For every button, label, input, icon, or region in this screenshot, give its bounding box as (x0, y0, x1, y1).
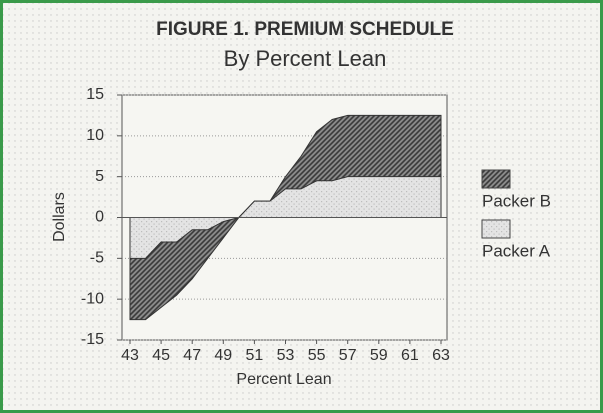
x-tick-label: 51 (246, 347, 264, 364)
x-tick-label: 63 (432, 347, 450, 364)
chart-subtitle: By Percent Lean (224, 46, 387, 71)
y-tick-label: 15 (86, 86, 104, 103)
x-tick-label: 61 (401, 347, 419, 364)
x-tick-label: 43 (121, 347, 139, 364)
chart-title: FIGURE 1. PREMIUM SCHEDULE (156, 19, 454, 40)
x-tick-label: 47 (183, 347, 201, 364)
x-tick-label: 49 (214, 347, 232, 364)
x-tick-label: 57 (339, 347, 357, 364)
y-tick-label: 5 (95, 168, 104, 185)
legend-label: Packer A (482, 241, 551, 260)
legend-label: Packer B (482, 191, 551, 210)
y-tick-label: 10 (86, 127, 104, 144)
x-axis-label: Percent Lean (236, 371, 331, 388)
y-tick-label: -5 (90, 250, 104, 267)
x-tick-label: 55 (308, 347, 326, 364)
legend-swatch (481, 219, 511, 239)
y-tick-label: 0 (95, 209, 104, 226)
legend-swatch (481, 169, 511, 189)
x-tick-label: 53 (277, 347, 295, 364)
y-tick-label: -10 (81, 290, 104, 307)
y-tick-label: -15 (81, 331, 104, 348)
x-tick-label: 59 (370, 347, 388, 364)
y-axis-label: Dollars (51, 192, 68, 242)
x-tick-label: 45 (152, 347, 170, 364)
